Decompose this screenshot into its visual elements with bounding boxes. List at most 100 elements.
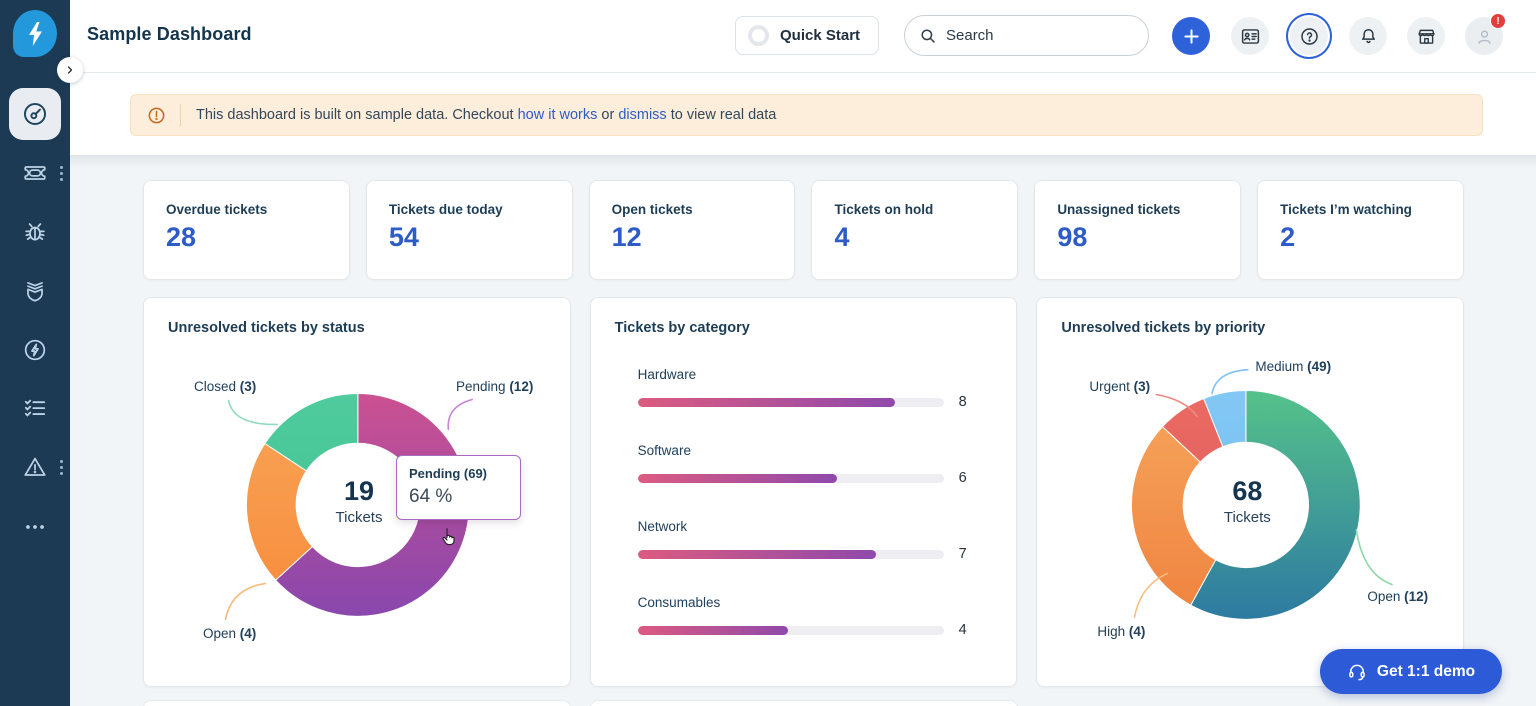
- chevron-right-icon: [67, 66, 73, 74]
- bar-row-network: Network 7: [637, 519, 997, 562]
- donut-slice-closed[interactable]: [264, 393, 359, 472]
- alerts-kebab-menu[interactable]: [58, 454, 64, 480]
- stat-value: 2: [1280, 222, 1296, 252]
- bar-label: Network: [637, 519, 688, 534]
- sidebar-item-automation[interactable]: [22, 337, 48, 363]
- stat-value: 12: [611, 222, 642, 252]
- alert-triangle-icon: [24, 457, 46, 476]
- donut-slice-high[interactable]: [1131, 425, 1217, 606]
- stats-row: Overdue tickets 28 Tickets due today 54 …: [143, 180, 1464, 280]
- bar-track: [637, 549, 944, 559]
- search-placeholder: Search: [946, 27, 994, 44]
- label-open: Open (12): [1367, 589, 1429, 604]
- sidebar-item-problems[interactable]: [22, 219, 48, 245]
- tickets-kebab-menu[interactable]: [58, 160, 64, 186]
- storefront-icon: [1417, 29, 1435, 44]
- profile-avatar[interactable]: !: [1465, 13, 1506, 55]
- next-row-card-peek: [590, 700, 1018, 706]
- bar-track: [637, 397, 944, 407]
- lightning-logo-icon: [29, 21, 42, 46]
- sidebar-item-alerts[interactable]: [22, 454, 48, 480]
- bar-value: 7: [958, 546, 967, 562]
- label-pending: Pending (12): [456, 379, 534, 394]
- stat-card-due-today[interactable]: Tickets due today 54: [365, 180, 573, 280]
- stat-value: 4: [834, 222, 850, 252]
- notifications-button[interactable]: [1349, 17, 1387, 55]
- help-button[interactable]: [1290, 17, 1328, 55]
- bar-track: [637, 473, 944, 483]
- donut-center-total: 19 Tickets: [335, 476, 383, 526]
- label-high: High (4): [1097, 624, 1146, 639]
- alert-badge: !: [1490, 13, 1506, 29]
- bar-fill[interactable]: [637, 625, 788, 635]
- plus-icon: [1183, 28, 1199, 44]
- bell-icon: [1361, 28, 1375, 43]
- bar-fill[interactable]: [637, 473, 837, 483]
- add-new-button[interactable]: [1172, 17, 1210, 55]
- bar-label: Consumables: [637, 595, 721, 610]
- bar-value: 8: [958, 394, 967, 410]
- stat-value: 98: [1057, 222, 1088, 252]
- stat-card-on-hold[interactable]: Tickets on hold 4: [811, 180, 1019, 280]
- search-icon: [921, 28, 935, 43]
- bar-row-hardware: Hardware 8: [637, 367, 997, 410]
- next-row-card-peek: [143, 700, 571, 706]
- sidebar-item-more[interactable]: [22, 514, 48, 540]
- contact-card-icon: [1241, 28, 1259, 44]
- get-demo-label: Get 1:1 demo: [1376, 662, 1476, 680]
- chart-title: Unresolved tickets by status: [168, 320, 365, 336]
- chart-title: Unresolved tickets by priority: [1061, 320, 1266, 336]
- bar-value: 6: [958, 470, 967, 486]
- bar-label: Hardware: [637, 367, 697, 382]
- donut-center-total: 68 Tickets: [1223, 476, 1271, 526]
- bar-fill[interactable]: [637, 397, 895, 407]
- sidebar-item-changes[interactable]: [22, 278, 48, 304]
- chart-card-status: Unresolved tickets by status Closed (3) …: [143, 297, 571, 687]
- progress-ring-icon: [748, 25, 769, 46]
- how-it-works-link[interactable]: how it works: [517, 107, 598, 123]
- stat-label: Overdue tickets: [166, 202, 268, 217]
- stat-value: 28: [166, 222, 197, 252]
- bar-fill[interactable]: [637, 549, 877, 559]
- headset-icon: [1349, 664, 1365, 680]
- app-logo: [13, 10, 57, 57]
- get-demo-button[interactable]: Get 1:1 demo: [1320, 649, 1502, 694]
- more-ellipsis-icon: [26, 525, 44, 529]
- sidebar-item-dashboard[interactable]: [9, 88, 61, 140]
- contacts-button[interactable]: [1231, 17, 1269, 55]
- bar-track: [637, 625, 944, 635]
- stat-value: 54: [388, 222, 419, 252]
- bar-label: Software: [637, 443, 691, 458]
- chart-tooltip: Pending (69) 64 %: [396, 455, 521, 520]
- stat-label: Open tickets: [611, 202, 693, 217]
- stat-card-unassigned[interactable]: Unassigned tickets 98: [1034, 180, 1242, 280]
- stat-card-watching[interactable]: Tickets I’m watching 2: [1257, 180, 1464, 280]
- bar-row-software: Software 6: [637, 443, 997, 486]
- donut-slice-medium[interactable]: [1203, 390, 1247, 448]
- ticket-icon: [24, 166, 46, 180]
- dismiss-link[interactable]: dismiss: [618, 107, 667, 123]
- category-bars-chart: Hardware 8 Software 6 Network 7 Consumables 4: [637, 367, 997, 671]
- bar-value: 4: [958, 622, 967, 638]
- sample-data-banner: This dashboard is built on sample data. …: [130, 94, 1483, 136]
- stat-card-overdue[interactable]: Overdue tickets 28: [143, 180, 350, 280]
- marketplace-button[interactable]: [1407, 17, 1445, 55]
- label-urgent: Urgent (3): [1089, 379, 1151, 394]
- header: Sample Dashboard Quick Start Search: [70, 0, 1536, 73]
- chart-title: Tickets by category: [614, 320, 750, 336]
- quick-start-button[interactable]: Quick Start: [735, 16, 880, 55]
- stat-label: Tickets on hold: [834, 202, 934, 217]
- banner-divider: [180, 104, 181, 126]
- sidebar-item-tasks[interactable]: [22, 395, 48, 421]
- stat-card-open[interactable]: Open tickets 12: [588, 180, 796, 280]
- sidebar-item-tickets[interactable]: [22, 160, 48, 186]
- search-input[interactable]: Search: [904, 15, 1149, 56]
- info-alert-icon: [148, 107, 165, 123]
- dashboard-gauge-icon: [23, 102, 47, 126]
- stat-label: Tickets I’m watching: [1280, 202, 1412, 217]
- automation-bolt-icon: [24, 339, 46, 361]
- bar-row-consumables: Consumables 4: [637, 595, 997, 638]
- donut-slice-open[interactable]: [1190, 390, 1362, 620]
- sidebar-expand-button[interactable]: [57, 57, 83, 83]
